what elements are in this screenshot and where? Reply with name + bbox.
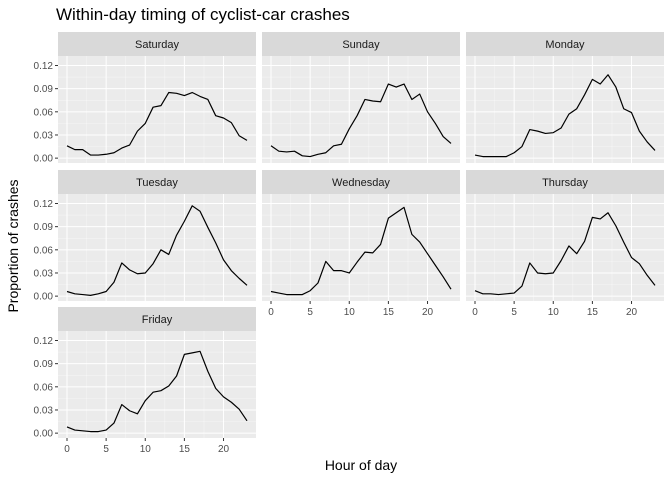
strip-label-tuesday: Tuesday [136,177,178,189]
y-tick-label: 0.12 [34,199,54,210]
panel-bg-sunday [262,56,460,163]
y-tick-label: 0.00 [34,154,54,165]
x-tick-label: 20 [626,307,638,318]
y-tick-label: 0.09 [34,359,54,370]
y-tick-label: 0.03 [34,405,54,416]
facet-wednesday: Wednesday 0 5 10 15 20 [262,170,460,318]
panel-bg-thursday [466,194,664,301]
y-tick-label: 0.00 [34,292,54,303]
y-tick-label: 0.03 [34,130,54,141]
x-tick-label: 15 [587,307,599,318]
facet-sunday: Sunday [262,32,460,163]
x-tick-label: 10 [344,307,356,318]
series-line-sunday [270,83,452,158]
strip-label-thursday: Thursday [542,177,588,189]
x-tick-label: 5 [511,307,517,318]
chart-title: Within-day timing of cyclist-car crashes [56,5,350,24]
panel-bg-wednesday [262,194,460,301]
y-axis-title: Proportion of crashes [5,179,21,312]
x-tick-label: 15 [179,444,191,455]
x-tick-label: 5 [307,307,313,318]
facet-panels: Saturday 0.00 0.03 0.06 0.09 0.12 Sunday Monday… [34,32,664,455]
panel-bg-saturday [58,56,256,163]
panel-bg-tuesday [58,194,256,301]
series-line-wednesday [270,206,452,296]
facet-thursday: Thursday 0 5 10 15 20 [466,170,664,318]
series-line-monday [474,74,656,158]
x-tick-label: 10 [140,444,152,455]
facet-monday: Monday [466,32,664,163]
x-tick-label: 5 [103,444,109,455]
y-tick-label: 0.00 [34,429,54,440]
series-line-tuesday [66,205,248,296]
x-tick-label: 20 [218,444,230,455]
y-tick-label: 0.03 [34,268,54,279]
y-tick-label: 0.06 [34,245,54,256]
strip-label-saturday: Saturday [135,39,180,51]
strip-label-monday: Monday [545,39,585,51]
y-tick-label: 0.09 [34,222,54,233]
strip-thursday [466,170,664,194]
strip-tuesday [58,170,256,194]
y-tick-label: 0.12 [34,336,54,347]
x-tick-label: 0 [64,444,70,455]
y-tick-label: 0.06 [34,107,54,118]
facet-friday: Friday 0.00 0.03 0.06 0.09 0.12 0 5 10 15 20 [34,307,256,455]
x-tick-label: 0 [472,307,478,318]
strip-label-sunday: Sunday [342,39,380,51]
series-line-friday [66,350,248,433]
strip-sunday [262,32,460,56]
strip-label-wednesday: Wednesday [332,177,390,189]
strip-label-friday: Friday [142,314,173,326]
panel-bg-friday [58,331,256,438]
series-line-thursday [474,212,656,296]
facet-tuesday: Tuesday 0.00 0.03 0.06 0.09 0.12 [34,170,256,303]
series-line-saturday [66,91,248,156]
strip-saturday [58,32,256,56]
strip-wednesday [262,170,460,194]
x-axis-title: Hour of day [325,457,397,473]
strip-friday [58,307,256,331]
panel-bg-monday [466,56,664,163]
strip-monday [466,32,664,56]
x-tick-label: 15 [383,307,395,318]
facet-saturday: Saturday 0.00 0.03 0.06 0.09 0.12 [34,32,256,165]
x-tick-label: 20 [422,307,434,318]
x-tick-label: 0 [268,307,274,318]
y-tick-label: 0.12 [34,61,54,72]
x-tick-label: 10 [548,307,560,318]
y-tick-label: 0.06 [34,382,54,393]
y-tick-label: 0.09 [34,84,54,95]
